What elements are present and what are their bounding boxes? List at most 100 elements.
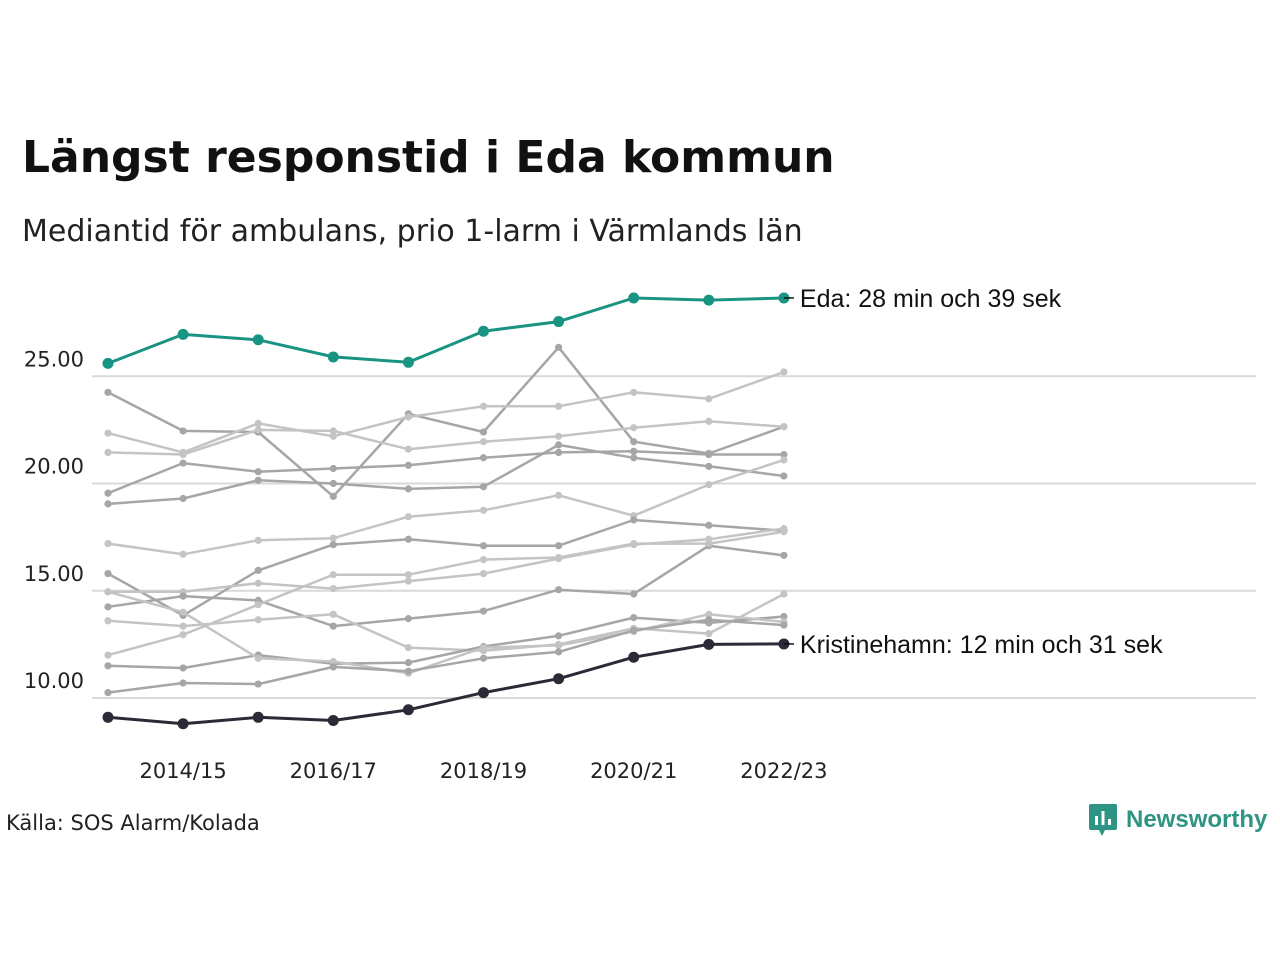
data-point [254, 579, 262, 587]
data-point [329, 585, 337, 593]
data-point [254, 616, 262, 624]
highlight-data-point [177, 718, 189, 730]
brand-logo: Newsworthy [1088, 802, 1267, 838]
y-axis-ticks: 10.00 15.00 20.00 25.00 [24, 347, 84, 693]
series-line [106, 458, 786, 556]
source-note: Källa: SOS Alarm/Kolada [6, 811, 260, 835]
data-point [705, 395, 713, 403]
data-point [630, 454, 638, 462]
data-point [104, 539, 112, 548]
data-point [479, 542, 488, 550]
highlight-data-point [553, 673, 565, 685]
data-point [104, 689, 112, 697]
data-point [555, 648, 563, 656]
data-point [630, 424, 638, 432]
data-point [479, 569, 488, 578]
data-point [404, 413, 412, 421]
data-point [479, 506, 488, 514]
data-point [780, 590, 788, 598]
data-point [404, 667, 412, 675]
highlight-data-point [478, 687, 489, 699]
data-point [479, 643, 488, 652]
data-point [404, 659, 412, 667]
x-tick-label: 2022/23 [740, 759, 827, 783]
data-point [179, 427, 187, 435]
data-point [630, 626, 638, 635]
data-point [404, 571, 412, 579]
data-point [780, 551, 788, 559]
data-point [404, 461, 412, 469]
highlight-series-line [106, 642, 786, 726]
data-point [254, 468, 262, 476]
data-point [404, 485, 412, 493]
data-point [555, 343, 563, 351]
highlight-data-point [402, 704, 414, 716]
series-line [106, 420, 786, 456]
data-point [630, 539, 638, 548]
series-line [106, 370, 786, 454]
x-tick-label: 2020/21 [590, 759, 677, 783]
data-point [555, 632, 563, 640]
data-point [254, 476, 262, 484]
data-point [329, 479, 337, 488]
data-point [254, 601, 262, 609]
highlight-data-point [327, 351, 339, 363]
x-tick-label: 2016/17 [290, 759, 377, 783]
data-point [179, 550, 187, 558]
data-point [104, 651, 112, 659]
data-point [179, 622, 187, 630]
series-line [106, 618, 786, 694]
data-point [555, 641, 563, 650]
highlight-data-point [628, 651, 640, 663]
data-point [329, 657, 337, 666]
data-point [329, 663, 337, 671]
data-point [254, 654, 262, 662]
data-point [404, 615, 412, 623]
x-tick-label: 2018/19 [440, 759, 527, 783]
data-point [404, 513, 412, 521]
data-point [705, 450, 713, 459]
series-line [106, 346, 786, 498]
data-point [479, 483, 488, 491]
data-point [479, 607, 488, 615]
data-point [780, 612, 788, 621]
data-point [630, 438, 638, 446]
data-point [404, 577, 412, 585]
data-point [705, 616, 713, 624]
series-line [106, 518, 786, 617]
data-point [329, 464, 337, 473]
data-point [254, 680, 262, 688]
data-point [404, 643, 412, 652]
data-point [179, 679, 187, 687]
highlight-data-point [102, 357, 114, 369]
data-point [254, 566, 262, 574]
data-point [555, 448, 563, 456]
data-point [104, 388, 112, 396]
data-point [555, 432, 563, 440]
series-line [106, 443, 786, 506]
data-point [705, 417, 713, 425]
y-tick-label: 25.00 [24, 347, 84, 371]
data-point [179, 608, 187, 616]
highlight-data-point [102, 711, 114, 723]
highlight-data-point [478, 325, 489, 337]
data-point [329, 492, 337, 500]
end-labels: Eda: 28 min och 39 sek Kristinehamn: 12 m… [783, 285, 1163, 659]
highlight-data-point [252, 334, 264, 346]
end-label: Kristinehamn: 12 min och 31 sek [800, 631, 1163, 659]
data-point [254, 419, 262, 428]
data-point [404, 445, 412, 453]
data-point [404, 535, 412, 543]
series-group [104, 343, 788, 697]
chart-subtitle: Mediantid för ambulans, prio 1-larm i Vä… [22, 214, 803, 249]
data-point [630, 516, 638, 524]
y-tick-label: 10.00 [24, 669, 84, 693]
data-point [329, 432, 337, 440]
data-point [104, 662, 112, 670]
data-point [705, 521, 713, 529]
data-point [780, 456, 788, 464]
data-point [329, 534, 337, 542]
chart-title: Längst responstid i Eda kommun [22, 132, 835, 183]
data-point [104, 489, 112, 497]
data-point [329, 541, 337, 549]
